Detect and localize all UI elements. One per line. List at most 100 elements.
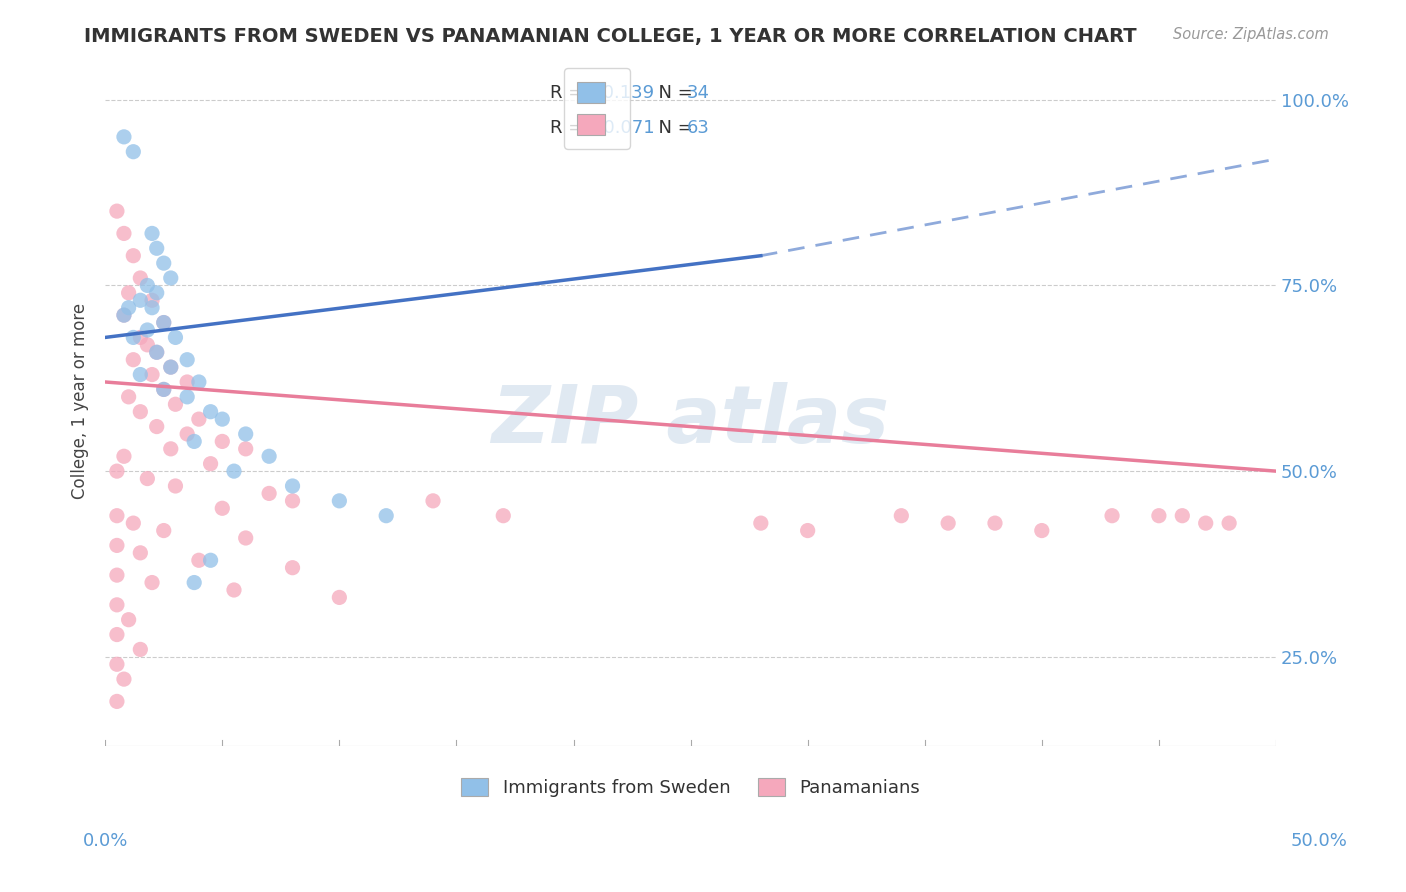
Point [328,591,350,605]
Text: N =: N = [647,119,699,136]
Point [105,657,128,672]
Point [211,412,233,426]
Point [176,375,198,389]
Text: N =: N = [647,84,699,103]
Point [136,338,159,352]
Text: 50.0%: 50.0% [1291,832,1347,850]
Point [984,516,1007,530]
Point [141,227,163,241]
Point [112,308,135,322]
Point [749,516,772,530]
Point [129,368,152,382]
Point [165,330,187,344]
Point [136,278,159,293]
Point [122,249,145,263]
Point [176,390,198,404]
Point [129,271,152,285]
Point [183,434,205,449]
Point [159,360,181,375]
Legend: Immigrants from Sweden, Panamanians: Immigrants from Sweden, Panamanians [453,769,929,806]
Point [222,464,245,478]
Point [152,256,174,270]
Text: 34: 34 [688,84,710,103]
Point [281,479,304,493]
Point [492,508,515,523]
Point [1195,516,1218,530]
Point [145,241,167,255]
Point [1171,508,1194,523]
Point [145,345,167,359]
Point [936,516,959,530]
Point [281,493,304,508]
Point [129,546,152,560]
Point [122,352,145,367]
Text: -0.071: -0.071 [598,119,655,136]
Point [235,442,257,456]
Point [122,516,145,530]
Point [145,345,167,359]
Point [112,227,135,241]
Point [422,493,444,508]
Point [796,524,818,538]
Point [1218,516,1240,530]
Point [105,538,128,552]
Point [112,308,135,322]
Text: 63: 63 [688,119,710,136]
Point [141,293,163,308]
Text: R =: R = [550,119,589,136]
Point [105,627,128,641]
Point [165,397,187,411]
Point [1031,524,1053,538]
Point [235,427,257,442]
Point [152,383,174,397]
Point [105,204,128,219]
Point [112,129,135,144]
Point [281,560,304,574]
Point [141,301,163,315]
Point [145,285,167,300]
Point [328,493,350,508]
Point [105,694,128,708]
Point [211,434,233,449]
Point [1101,508,1123,523]
Point [129,330,152,344]
Point [152,524,174,538]
Point [159,442,181,456]
Point [129,405,152,419]
Point [122,330,145,344]
Text: 0.139: 0.139 [598,84,654,103]
Point [235,531,257,545]
Point [112,450,135,464]
Point [200,405,222,419]
Text: IMMIGRANTS FROM SWEDEN VS PANAMANIAN COLLEGE, 1 YEAR OR MORE CORRELATION CHART: IMMIGRANTS FROM SWEDEN VS PANAMANIAN COL… [84,27,1137,45]
Point [1147,508,1170,523]
Point [200,553,222,567]
Point [159,360,181,375]
Point [222,582,245,597]
Point [105,464,128,478]
Point [105,598,128,612]
Point [141,575,163,590]
Point [112,672,135,686]
Point [129,642,152,657]
Point [211,501,233,516]
Point [890,508,912,523]
Point [105,508,128,523]
Point [200,457,222,471]
Point [145,419,167,434]
Point [257,450,280,464]
Point [117,285,139,300]
Point [257,486,280,500]
Point [152,316,174,330]
Y-axis label: College, 1 year or more: College, 1 year or more [72,302,89,499]
Point [136,323,159,337]
Point [187,553,209,567]
Point [159,271,181,285]
Point [375,508,398,523]
Point [117,390,139,404]
Point [183,575,205,590]
Point [176,427,198,442]
Point [122,145,145,159]
Point [117,613,139,627]
Point [129,293,152,308]
